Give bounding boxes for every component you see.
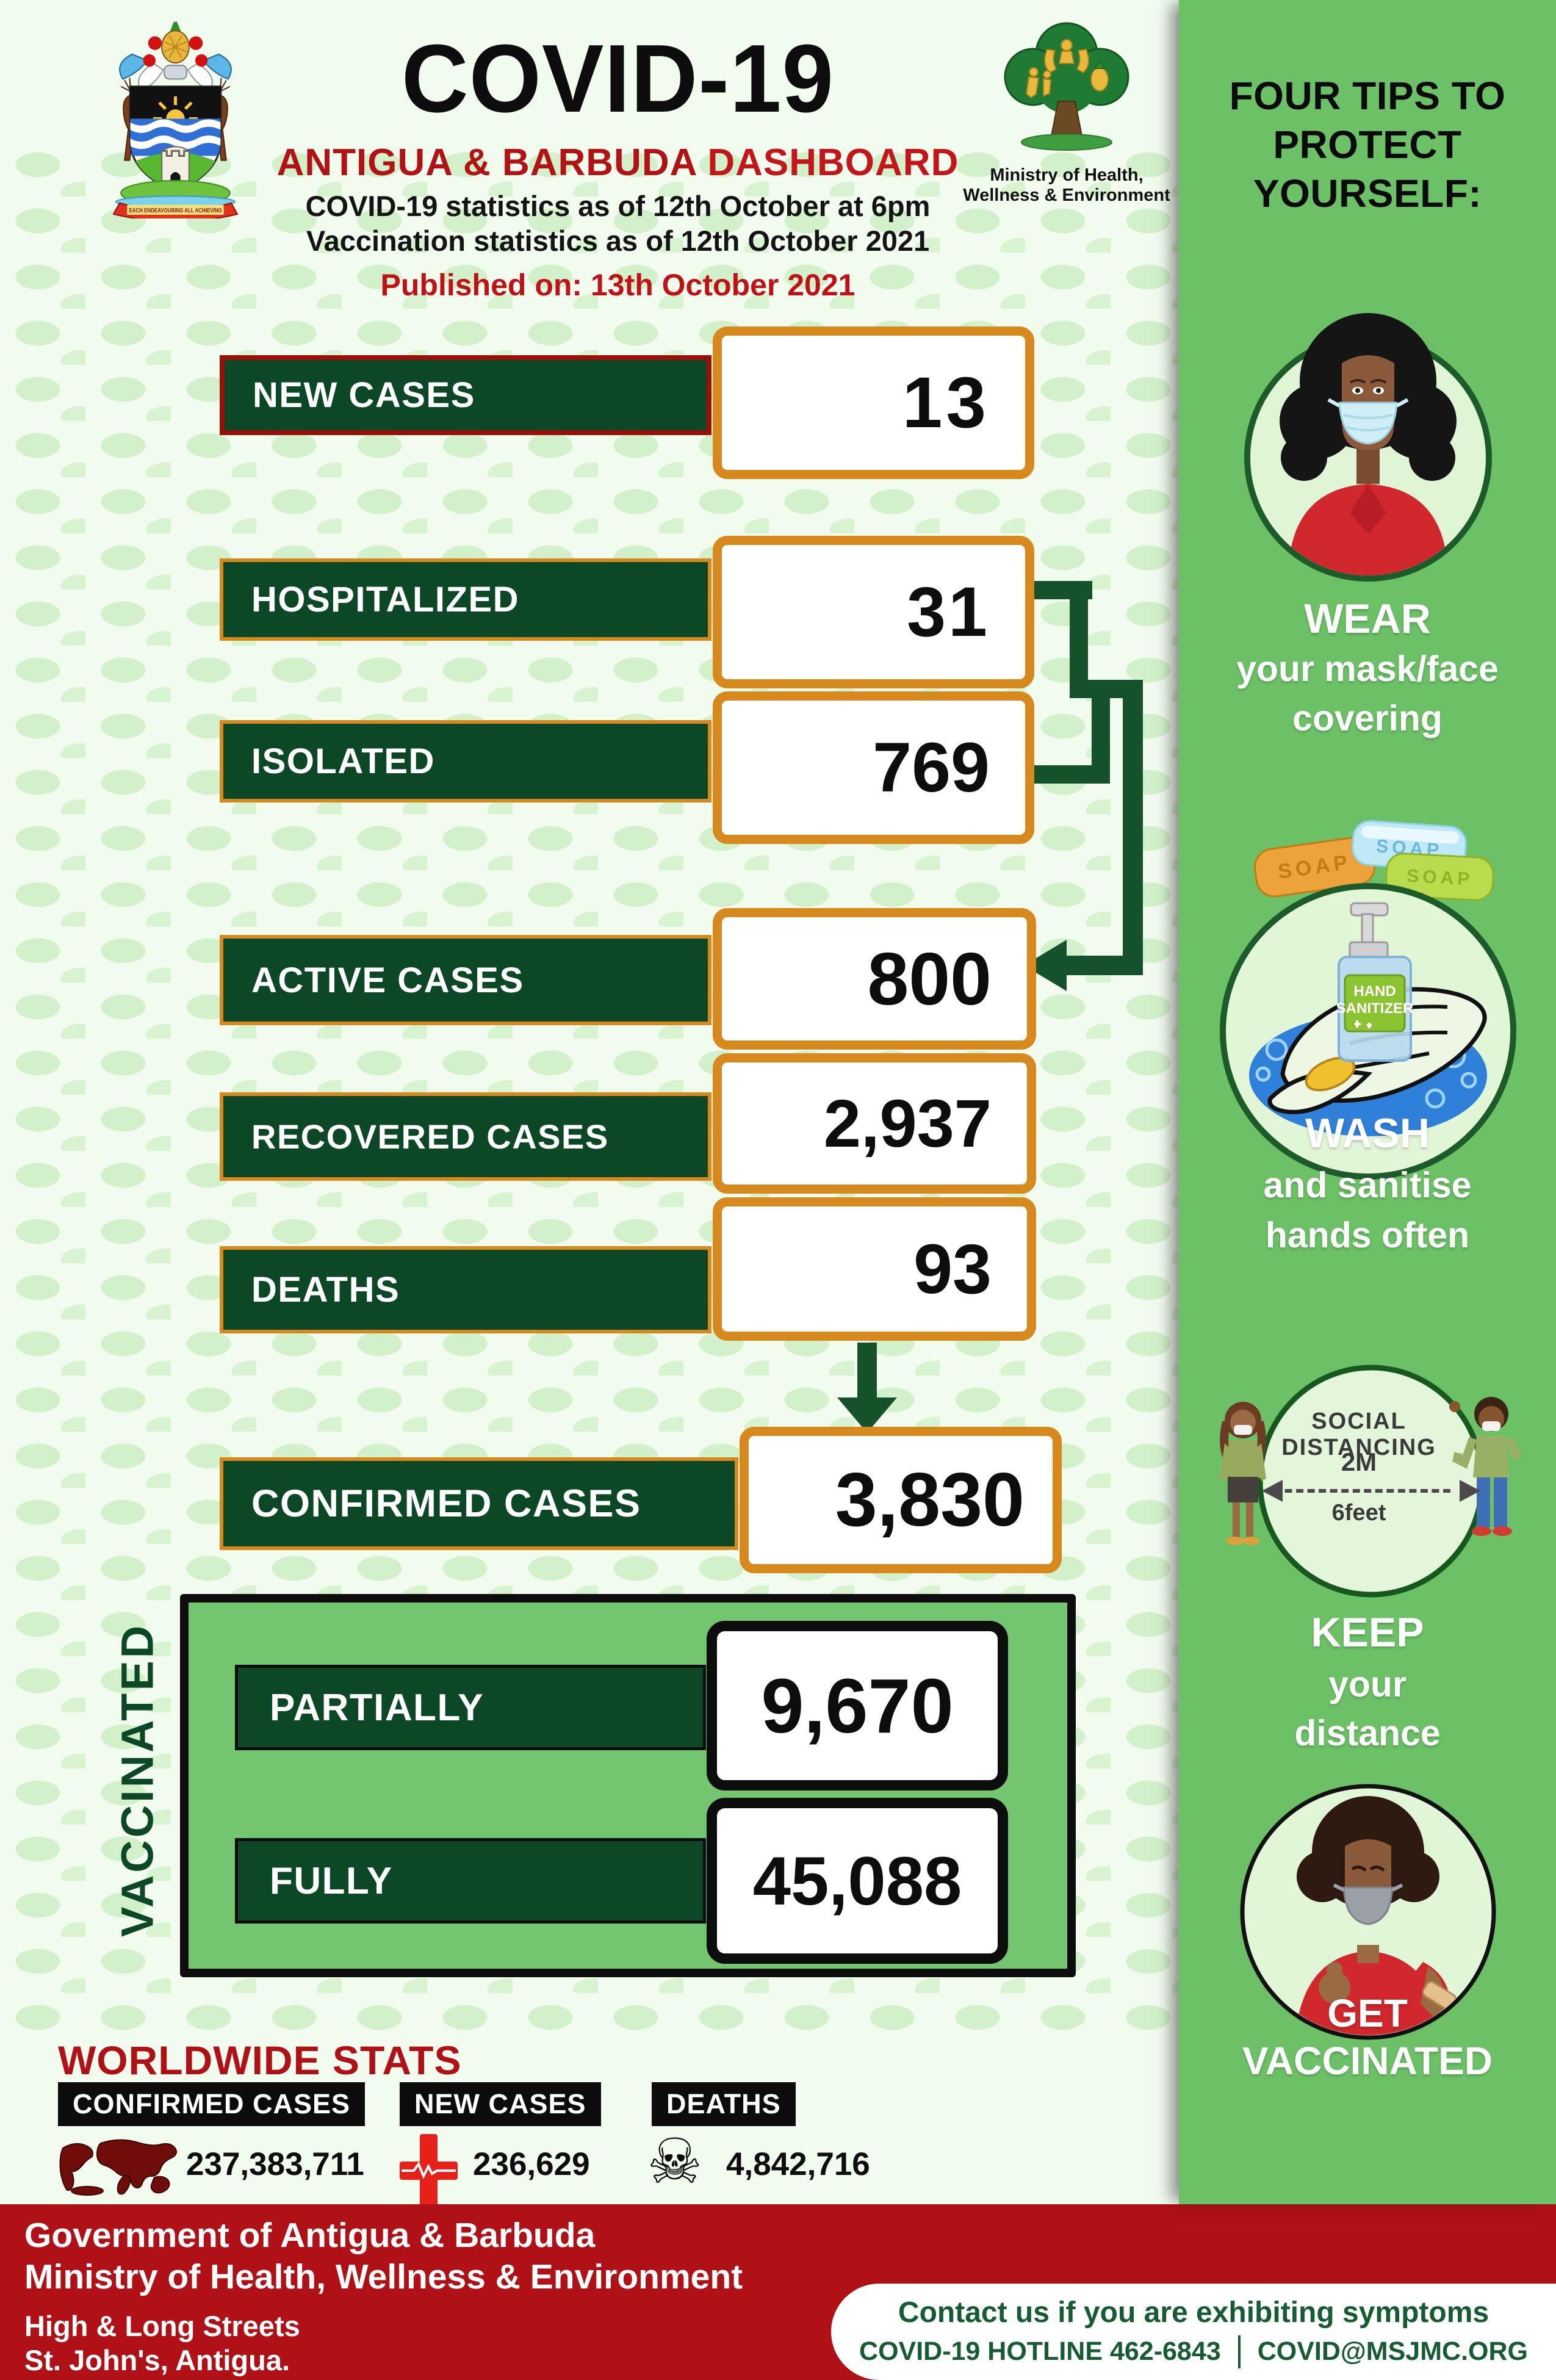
tip2-line2: and sanitise (1263, 1165, 1472, 1205)
social-distancing-illustration (1191, 1364, 1545, 1623)
connector-hospitalized-v (1070, 581, 1088, 698)
contact-divider (1237, 2335, 1241, 2368)
footer-government-line: Government of Antigua & Barbuda (24, 2216, 596, 2255)
ministry-caption-line1: Ministry of Health, (990, 165, 1144, 185)
stats-asof-line2: Vaccination statistics as of 12th Octobe… (306, 225, 930, 257)
deaths-label-text: DEATHS (251, 1270, 400, 1310)
connector-arrow-shaft (1065, 956, 1143, 975)
recovered-cases-value: 2,937 (713, 1053, 1036, 1194)
vaccinated-section-label: VACCINATED (112, 1623, 163, 1938)
page-title: COVID-19 (401, 24, 835, 133)
new-cases-value: 13 (713, 326, 1034, 479)
sanitizer-label-line2: SANITIZER (1336, 1000, 1414, 1017)
recovered-cases-label-text: RECOVERED CASES (251, 1117, 609, 1156)
new-cases-label-text: NEW CASES (253, 375, 475, 415)
tips-heading-line3: YOURSELF: (1253, 171, 1482, 215)
hotline-number: COVID-19 HOTLINE 462-6843 (859, 2337, 1221, 2366)
contact-heading: Contact us if you are exhibiting symptom… (898, 2296, 1489, 2329)
worldwide-confirmed-value: 237,383,711 (186, 2146, 364, 2182)
header-title-block: COVID-19 ANTIGUA & BARBUDA DASHBOARD COV… (256, 0, 979, 303)
hospitalized-label-text: HOSPITALIZED (251, 580, 520, 619)
recovered-cases-label: RECOVERED CASES (220, 1092, 711, 1181)
ministry-tree-icon (1004, 22, 1129, 151)
partially-value: 9,670 (707, 1621, 1008, 1790)
four-tips-sidebar: FOUR TIPS TO PROTECT YOURSELF: (1179, 0, 1556, 2204)
stats-asof-line1: COVID-19 statistics as of 12th October a… (305, 190, 931, 222)
deaths-label: DEATHS (220, 1246, 711, 1333)
connector-long-v (1123, 680, 1143, 974)
fully-value: 45,088 (707, 1798, 1008, 1964)
subtitle-country: ANTIGUA & BARBUDA (276, 142, 697, 184)
isolated-label-text: ISOLATED (251, 741, 435, 781)
published-date: Published on: 13th October 2021 (380, 268, 855, 302)
footer-ministry-line: Ministry of Health, Wellness & Environme… (24, 2257, 743, 2296)
new-cases-label: NEW CASES (220, 355, 711, 435)
fully-label-text: FULLY (270, 1859, 393, 1902)
tip1-line3: covering (1292, 698, 1443, 738)
worldwide-stats-title: WORLDWIDE STATS (58, 2038, 462, 2083)
tip1-line1: WEAR (1304, 596, 1431, 642)
distancing-circle-title: SOCIAL DISTANCING (1281, 1408, 1436, 1460)
world-map-icon (52, 2137, 183, 2204)
worldwide-confirmed-chip: CONFIRMED CASES (58, 2082, 366, 2126)
tips-heading-line2: PROTECT (1273, 123, 1462, 167)
subtitle-dashboard: DASHBOARD (707, 142, 959, 184)
footer-address-line1: High & Long Streets (24, 2310, 300, 2342)
soap-bar-green-label: SOAP (1407, 866, 1474, 890)
hospitalized-label: HOSPITALIZED (220, 558, 711, 641)
tip3-line2: your (1328, 1664, 1407, 1704)
isolated-label: ISOLATED (220, 720, 711, 802)
active-cases-label-text: ACTIVE CASES (251, 960, 524, 1000)
isolated-value: 769 (713, 691, 1034, 844)
sanitizer-label-line1: HAND (1353, 983, 1396, 1000)
worldwide-deaths-value: 4,842,716 (726, 2146, 870, 2182)
tip4-line2: VACCINATED (1242, 2039, 1493, 2083)
antigua-coat-of-arms-icon: EACH ENDEAVOURING ALL ACHIEVING (95, 17, 256, 223)
tip2-line3: hands often (1265, 1215, 1470, 1255)
arrow-down-shaft (857, 1343, 877, 1399)
ministry-logo-block: Ministry of Health, Wellness & Environme… (963, 16, 1170, 206)
contact-email: COVID@MSJMC.ORG (1257, 2337, 1528, 2366)
tip1-line2: your mask/face (1236, 649, 1499, 689)
distance-dashed-line (1273, 1489, 1450, 1493)
contact-details: COVID-19 HOTLINE 462-6843 COVID@MSJMC.OR… (859, 2335, 1528, 2368)
page-subtitle: ANTIGUA & BARBUDA DASHBOARD (256, 141, 979, 184)
sanitizer-bottle: HAND SANITIZER (1336, 902, 1414, 1062)
wear-mask-illustration (1231, 278, 1505, 592)
ministry-caption-line2: Wellness & Environment (963, 186, 1170, 206)
worldwide-deaths-chip: DEATHS (652, 2082, 796, 2126)
connector-isolated-h (1034, 765, 1095, 784)
worldwide-new-value: 236,629 (473, 2146, 590, 2182)
partially-label-text: PARTIALLY (270, 1686, 484, 1729)
distance-6feet-label: 6feet (1331, 1500, 1386, 1526)
confirmed-cases-label: CONFIRMED CASES (220, 1457, 738, 1550)
footer-address-line2: St. John's, Antigua. (24, 2344, 290, 2376)
contact-pill: Contact us if you are exhibiting symptom… (831, 2284, 1556, 2380)
worldwide-new-chip: NEW CASES (400, 2082, 601, 2126)
confirmed-cases-value: 3,830 (740, 1427, 1062, 1573)
partially-label: PARTIALLY (235, 1665, 706, 1750)
distancing-man (1449, 1397, 1522, 1536)
wash-hands-illustration: SOAP SOAP SOAP (1197, 812, 1539, 1193)
active-cases-value: 800 (713, 908, 1036, 1050)
deaths-value: 93 (713, 1197, 1036, 1341)
skull-icon: ☠ (647, 2126, 703, 2198)
get-vaccinated-illustration (1222, 1773, 1515, 2063)
distancing-woman (1220, 1402, 1266, 1545)
coat-of-arms-motto: EACH ENDEAVOURING ALL ACHIEVING (129, 207, 222, 214)
fully-label: FULLY (235, 1838, 706, 1924)
tip3-line1: KEEP (1311, 1609, 1424, 1656)
hospitalized-value: 31 (713, 536, 1034, 688)
tip2-line1: WASH (1305, 1110, 1430, 1156)
tips-heading-line1: FOUR TIPS TO (1229, 74, 1506, 118)
confirmed-cases-label-text: CONFIRMED CASES (251, 1482, 641, 1525)
medical-cross-icon (397, 2131, 461, 2213)
distance-2m-label: 2M (1341, 1448, 1377, 1476)
tip4-line1: GET (1327, 1991, 1408, 2035)
tip3-line3: distance (1294, 1713, 1441, 1753)
active-cases-label: ACTIVE CASES (220, 935, 711, 1025)
